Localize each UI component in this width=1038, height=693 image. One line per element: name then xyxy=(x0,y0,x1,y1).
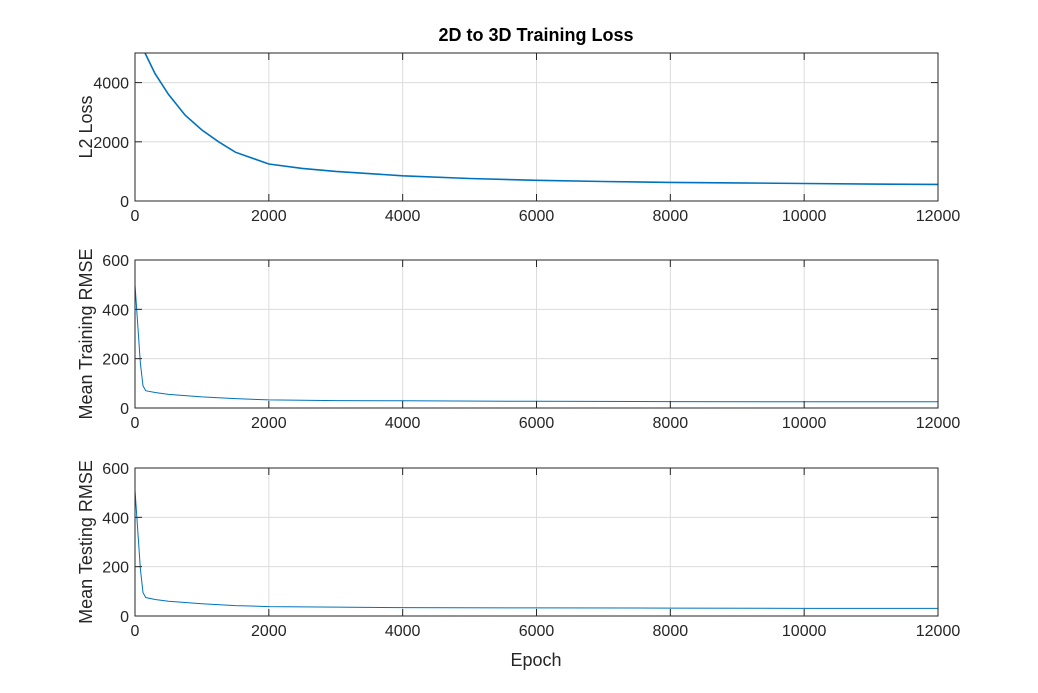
x-tick-label: 12000 xyxy=(916,415,961,432)
series-line-0 xyxy=(134,284,938,403)
x-tick-label: 8000 xyxy=(653,415,689,432)
x-axis-label: Epoch xyxy=(510,650,561,670)
x-tick-label: 6000 xyxy=(519,415,555,432)
series-line-0 xyxy=(144,52,939,186)
x-tick-label: 10000 xyxy=(782,415,827,432)
x-tick-label: 4000 xyxy=(385,623,421,640)
y-tick-label: 200 xyxy=(102,560,129,577)
chart-title: 2D to 3D Training Loss xyxy=(438,25,633,45)
x-tick-label: 8000 xyxy=(653,623,689,640)
y-tick-label: 4000 xyxy=(93,76,129,93)
y-tick-label: 600 xyxy=(102,253,129,270)
y-axis-label: L2 Loss xyxy=(76,95,96,158)
x-tick-label: 10000 xyxy=(782,208,827,225)
x-tick-label: 4000 xyxy=(385,208,421,225)
y-axis-label: Mean Training RMSE xyxy=(76,248,96,419)
y-axis-label: Mean Testing RMSE xyxy=(76,460,96,624)
x-tick-label: 2000 xyxy=(251,208,287,225)
y-tick-label: 600 xyxy=(102,461,129,478)
x-tick-label: 12000 xyxy=(916,623,961,640)
y-tick-label: 2000 xyxy=(93,135,129,152)
x-tick-label: 0 xyxy=(131,208,140,225)
testing-rmse-panel: 0 2000 4000 6000 8000 10000 12000 0 200 400 600 Mea… xyxy=(76,460,960,640)
series-line-0 xyxy=(134,490,938,609)
x-tick-label: 8000 xyxy=(653,208,689,225)
x-tick-label: 0 xyxy=(131,415,140,432)
x-tick-label: 6000 xyxy=(519,623,555,640)
x-tick-label: 2000 xyxy=(251,415,287,432)
x-tick-label: 6000 xyxy=(519,208,555,225)
x-tick-label: 10000 xyxy=(782,623,827,640)
x-tick-label: 0 xyxy=(131,623,140,640)
y-tick-label: 400 xyxy=(102,510,129,527)
y-tick-label: 0 xyxy=(120,401,129,418)
l2-loss-panel: 0 2000 4000 6000 8000 10000 12000 0 2000 4000 L2 L… xyxy=(76,52,961,225)
x-tick-label: 12000 xyxy=(916,208,961,225)
training-rmse-panel: 0 2000 4000 6000 8000 10000 12000 0 200 400 600 Mea… xyxy=(76,248,960,432)
y-tick-label: 0 xyxy=(120,609,129,626)
x-tick-label: 2000 xyxy=(251,623,287,640)
y-tick-label: 0 xyxy=(120,194,129,211)
y-tick-label: 200 xyxy=(102,352,129,369)
y-tick-label: 400 xyxy=(102,302,129,319)
x-tick-label: 4000 xyxy=(385,415,421,432)
